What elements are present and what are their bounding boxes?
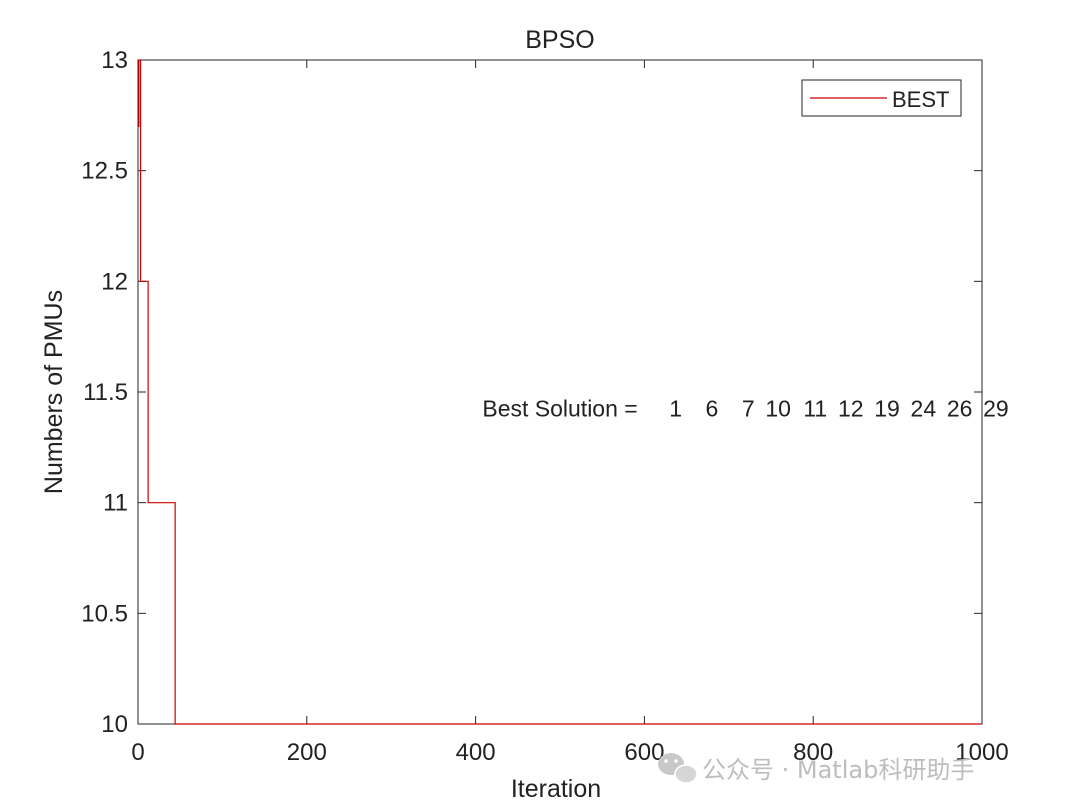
x-tick-label: 800 — [793, 739, 833, 766]
chart-title: BPSO — [525, 26, 594, 54]
annotation-value: 11 — [803, 396, 827, 422]
y-tick-label: 12 — [101, 268, 128, 295]
y-axis-label: Numbers of PMUs — [40, 290, 68, 494]
x-axis-label: Iteration — [511, 775, 601, 803]
annotation-value: 7 — [742, 396, 755, 422]
annotation-value: 29 — [983, 396, 1009, 422]
legend: BEST — [801, 79, 962, 117]
x-tick-label: 200 — [287, 739, 327, 766]
best-solution-annotation: Best Solution = 1 6 7 10 11 12 19 24 26 29 — [482, 396, 1008, 422]
axis-ticks: 0 200 400 600 800 1000 10 10.5 11 11.5 12 12.5 13 — [81, 47, 1008, 766]
x-tick-label: 400 — [456, 739, 496, 766]
annotation-value: 26 — [947, 396, 973, 422]
plot-area — [137, 59, 983, 725]
watermark-text: 公众号 · Matlab科研助手 — [702, 756, 974, 784]
annotation-value: 6 — [706, 396, 719, 422]
y-tick-label: 11.5 — [83, 379, 128, 406]
x-tick-label: 600 — [624, 739, 664, 766]
annotation-label: Best Solution = — [482, 396, 637, 422]
annotation-value: 12 — [838, 396, 864, 422]
y-tick-label: 12.5 — [81, 158, 128, 185]
y-tick-label: 10.5 — [81, 600, 128, 627]
annotation-value: 19 — [874, 396, 900, 422]
x-tick-label: 1000 — [955, 739, 1008, 766]
legend-label-best: BEST — [892, 87, 949, 112]
y-tick-label: 10 — [101, 711, 128, 738]
watermark: 公众号 · Matlab科研助手 — [658, 753, 974, 784]
wechat-icon — [658, 753, 698, 784]
y-tick-label: 13 — [101, 47, 128, 74]
series-line-best — [138, 59, 982, 725]
series-layer — [138, 59, 982, 725]
annotation-value: 10 — [765, 396, 791, 422]
annotation-value: 24 — [911, 396, 937, 422]
y-tick-label: 11 — [103, 490, 128, 517]
annotation-value: 1 — [669, 396, 682, 422]
x-tick-label: 0 — [131, 739, 144, 766]
